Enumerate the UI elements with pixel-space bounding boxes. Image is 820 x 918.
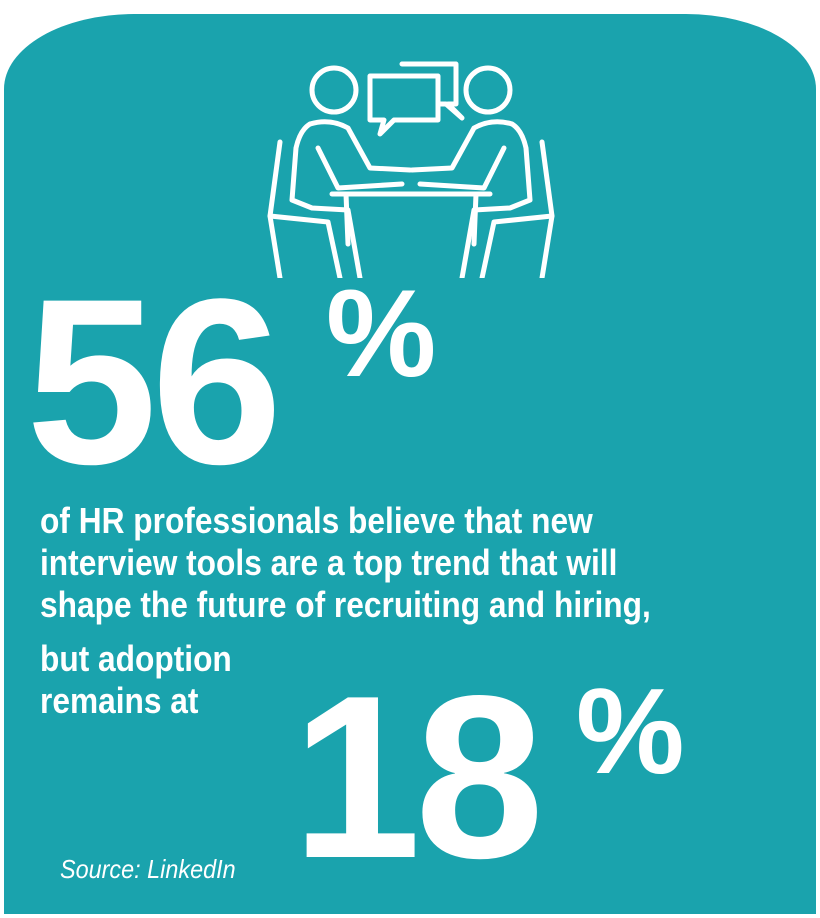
description-line: remains at (40, 680, 199, 721)
stat-primary-unit: % (326, 265, 437, 403)
description-line: but adoption (40, 638, 232, 679)
description-line: interview tools are a top trend that wil… (40, 542, 618, 583)
infographic-card: 56 % of HR professionals believe that ne… (4, 14, 816, 914)
description-line: shape the future of recruiting and hirin… (40, 584, 651, 625)
stat-secondary-value: 18 (292, 648, 544, 907)
description-line: of HR professionals believe that new (40, 500, 593, 541)
stat-secondary-unit: % (576, 663, 685, 799)
stat-primary-value: 56 (26, 250, 283, 514)
interview-meeting-icon (252, 38, 570, 281)
source-credit: Source: LinkedIn (60, 854, 236, 884)
